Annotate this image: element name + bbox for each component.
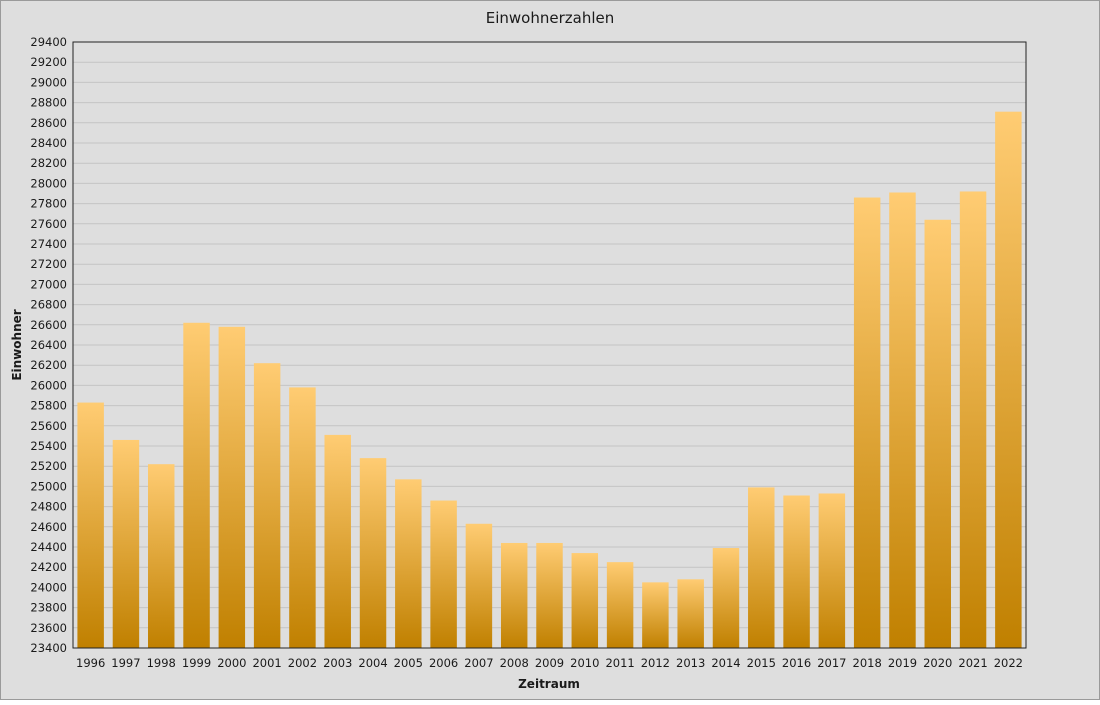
bar-2009	[536, 542, 563, 648]
y-tick-label: 23800	[30, 601, 67, 615]
y-tick-label: 29000	[30, 75, 67, 89]
bar-2018	[853, 197, 881, 649]
y-tick-label: 24000	[30, 580, 67, 594]
x-tick-label: 2013	[676, 656, 705, 670]
y-tick-label: 24800	[30, 500, 67, 514]
x-tick-label: 2000	[217, 656, 246, 670]
y-tick-label: 28000	[30, 176, 67, 190]
x-tick-label: 2002	[288, 656, 317, 670]
bar-2014	[712, 548, 740, 648]
y-tick-label: 24400	[30, 540, 67, 554]
x-tick-label: 2022	[994, 656, 1023, 670]
y-tick-label: 25600	[30, 419, 67, 433]
y-tick-label: 23400	[30, 641, 67, 655]
x-tick-label: 2010	[570, 656, 599, 670]
bar-2013	[677, 579, 704, 648]
bar-2004	[359, 458, 387, 648]
y-tick-label: 26600	[30, 318, 67, 332]
y-tick-label: 28800	[30, 96, 67, 110]
bars	[77, 111, 1022, 649]
bar-2015	[748, 487, 775, 648]
bar-2008	[500, 542, 528, 648]
bar-2022	[995, 111, 1022, 648]
y-tick-label: 25800	[30, 399, 67, 413]
bar-2000	[218, 326, 246, 648]
bar-2007	[465, 523, 493, 648]
chart-title: Einwohnerzahlen	[486, 9, 614, 27]
y-tick-label: 27800	[30, 197, 67, 211]
y-tick-label: 26000	[30, 378, 67, 392]
bar-2012	[642, 582, 669, 648]
x-tick-label: 2006	[429, 656, 458, 670]
bar-2016	[783, 495, 810, 648]
y-tick-label: 29400	[30, 35, 67, 49]
y-tick-label: 27000	[30, 277, 67, 291]
bar-2005	[395, 479, 422, 648]
y-tick-label: 27600	[30, 217, 67, 231]
bar-2019	[889, 192, 916, 649]
y-tick-label: 28200	[30, 156, 67, 170]
x-tick-label: 2003	[323, 656, 352, 670]
y-tick-label: 25400	[30, 439, 67, 453]
y-tick-label: 26800	[30, 298, 67, 312]
y-tick-label: 25000	[30, 479, 67, 493]
bar-2020	[924, 219, 951, 648]
x-tick-label: 1999	[182, 656, 211, 670]
bar-2003	[324, 434, 351, 648]
x-tick-label: 2014	[711, 656, 740, 670]
y-axis-label: Einwohner	[10, 309, 24, 380]
y-tick-label: 29200	[30, 55, 67, 69]
bar-2017	[818, 493, 846, 648]
x-tick-label: 2005	[394, 656, 423, 670]
x-tick-label: 2011	[605, 656, 634, 670]
bar-2011	[606, 562, 634, 648]
x-tick-label: 2019	[888, 656, 917, 670]
bar-2002	[289, 387, 316, 648]
bar-2010	[571, 553, 599, 648]
y-tick-label: 23600	[30, 621, 67, 635]
y-tick-label: 28400	[30, 136, 67, 150]
x-tick-label: 2020	[923, 656, 952, 670]
y-tick-label: 26400	[30, 338, 67, 352]
y-tick-label: 26200	[30, 358, 67, 372]
x-tick-label: 1996	[76, 656, 105, 670]
x-tick-label: 1997	[111, 656, 140, 670]
bar-2001	[253, 363, 281, 648]
x-tick-label: 2007	[464, 656, 493, 670]
y-tick-label: 24200	[30, 560, 67, 574]
bar-2006	[430, 500, 457, 648]
bar-1996	[77, 402, 104, 648]
x-tick-label: 2004	[358, 656, 387, 670]
bar-2021	[959, 191, 987, 649]
y-tick-label: 27200	[30, 257, 67, 271]
y-tick-label: 25200	[30, 459, 67, 473]
x-tick-label: 1998	[147, 656, 176, 670]
y-tick-label: 27400	[30, 237, 67, 251]
x-tick-label: 2009	[535, 656, 564, 670]
x-tick-label: 2021	[958, 656, 987, 670]
x-tick-label: 2018	[853, 656, 882, 670]
y-tick-labels: 23400 23600 23800 24000 24200 24400 24600 24800…	[30, 35, 67, 655]
bar-1997	[112, 439, 140, 648]
y-tick-label: 28600	[30, 116, 67, 130]
x-tick-label: 2015	[747, 656, 776, 670]
x-tick-label: 2001	[252, 656, 281, 670]
x-tick-labels: 1996 1997 1998 1999 2000 2001 2002 2003 2004 2005…	[76, 656, 1023, 670]
y-tick-label: 24600	[30, 520, 67, 534]
x-axis-label: Zeitraum	[518, 677, 580, 691]
bar-1998	[148, 464, 175, 648]
x-tick-label: 2016	[782, 656, 811, 670]
bar-1999	[183, 322, 210, 648]
x-tick-label: 2012	[641, 656, 670, 670]
plot-frame	[72, 41, 1027, 649]
x-tick-label: 2017	[817, 656, 846, 670]
x-tick-label: 2008	[500, 656, 529, 670]
